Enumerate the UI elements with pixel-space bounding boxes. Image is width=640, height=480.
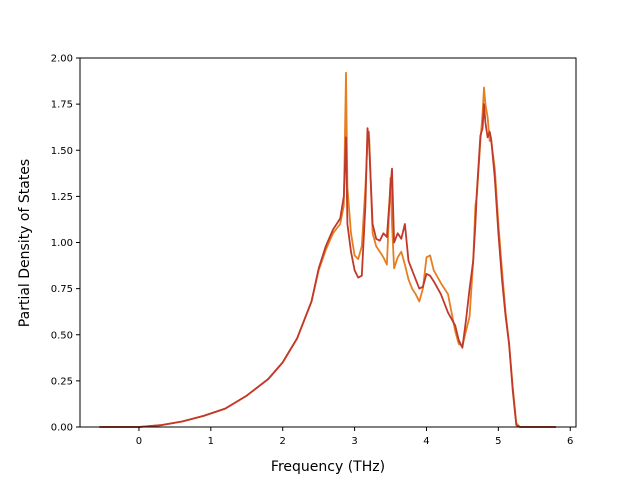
y-tick-label: 2.00 [51, 54, 73, 65]
y-tick-label: 0.50 [51, 330, 73, 341]
y-tick-label: 1.00 [51, 238, 73, 249]
y-tick-label: 0.75 [51, 284, 73, 295]
y-tick-label: 1.25 [51, 192, 73, 203]
x-tick-label: 4 [423, 436, 429, 447]
plot-lines [99, 71, 556, 428]
x-tick-label: 2 [280, 436, 286, 447]
y-tick-label: 1.50 [51, 146, 73, 157]
x-axis-label: Frequency (THz) [271, 459, 385, 475]
y-axis-label: Partial Density of States [17, 159, 33, 327]
x-tick-label: 5 [495, 436, 501, 447]
y-axis-ticks: 0.00 0.25 0.50 0.75 1.00 1.25 1.50 1.75 2.00 [51, 54, 80, 434]
series-line-2 [99, 103, 556, 428]
x-axis-ticks: 0 1 2 3 4 5 6 [136, 427, 573, 447]
y-tick-label: 0.25 [51, 376, 73, 387]
x-tick-label: 1 [208, 436, 214, 447]
x-tick-label: 6 [567, 436, 573, 447]
y-tick-label: 1.75 [51, 100, 73, 111]
y-tick-label: 0.00 [51, 423, 73, 434]
series-line-1 [99, 71, 556, 428]
x-tick-label: 0 [136, 436, 142, 447]
x-tick-label: 3 [351, 436, 357, 447]
